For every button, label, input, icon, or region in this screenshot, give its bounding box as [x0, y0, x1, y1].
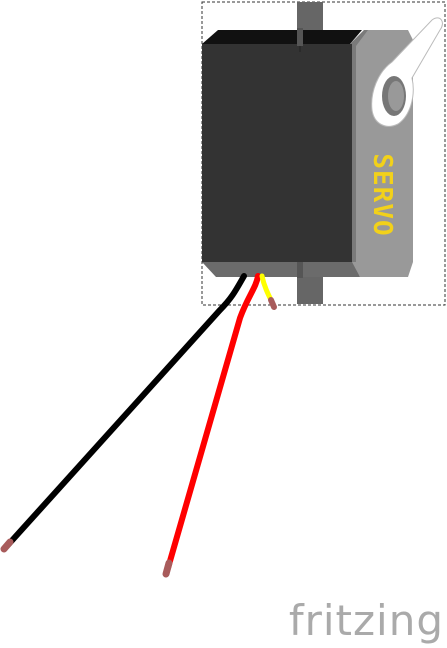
fritzing-logo: fritzing	[289, 596, 444, 645]
servo-top-edge	[202, 30, 362, 44]
servo-wires[interactable]	[0, 273, 277, 578]
servo-bottom-edge	[202, 262, 360, 277]
servo-body	[202, 44, 352, 262]
servo-part[interactable]: SERVO	[202, 2, 443, 304]
black-wire-tip	[0, 538, 14, 553]
servo-plate-side	[350, 30, 368, 262]
servo-label: SERVO	[367, 153, 397, 236]
shaft-slot-top	[297, 28, 303, 46]
red-wire[interactable]	[165, 273, 261, 571]
horn-hub-inner	[388, 81, 404, 111]
black-wire[interactable]	[4, 273, 247, 549]
red-wire-tip	[162, 559, 173, 578]
shaft-slot-bottom	[297, 262, 303, 278]
yellow-wire-tip	[268, 297, 277, 310]
